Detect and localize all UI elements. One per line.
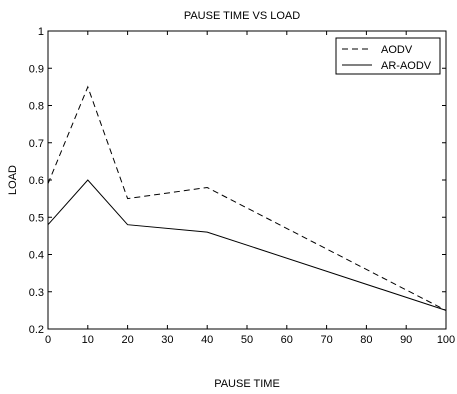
x-tick-label: 50 <box>241 334 253 346</box>
y-axis-label: LOAD <box>7 165 19 195</box>
x-tick-label: 10 <box>82 334 94 346</box>
x-tick-label: 40 <box>201 334 213 346</box>
legend-box <box>335 37 441 75</box>
series-line-ar-aodv <box>47 179 447 311</box>
x-tick-label: 90 <box>400 334 412 346</box>
legend-label-ar-aodv: AR-AODV <box>381 60 432 72</box>
legend: AODV AR-AODV <box>335 37 441 75</box>
series-line-aodv <box>47 85 447 311</box>
y-tick-label: 0.5 <box>29 212 44 224</box>
x-tick-label: 80 <box>360 334 372 346</box>
y-tick-label: 0.9 <box>29 63 44 75</box>
x-tick-label: 0 <box>45 334 51 346</box>
y-tick-label: 0.7 <box>29 138 44 150</box>
plot-frame <box>47 30 447 330</box>
y-tick-label: 0.6 <box>29 175 44 187</box>
y-tick-label: 0.4 <box>29 250 44 262</box>
x-tick-label: 70 <box>320 334 332 346</box>
x-tick-label: 100 <box>437 334 455 346</box>
x-axis-label: PAUSE TIME <box>214 378 280 390</box>
chart-title: PAUSE TIME VS LOAD <box>184 10 300 22</box>
y-tick-label: 1 <box>38 26 44 38</box>
y-tick-label: 0.8 <box>29 101 44 113</box>
series-layer <box>47 85 447 311</box>
y-tick-label: 0.3 <box>29 287 44 299</box>
y-tick-label: 0.2 <box>29 324 44 336</box>
x-axis: 0 10 20 30 40 50 60 70 80 90 100 <box>45 31 455 346</box>
x-tick-label: 30 <box>161 334 173 346</box>
legend-label-aodv: AODV <box>381 44 413 56</box>
x-tick-label: 60 <box>281 334 293 346</box>
x-tick-label: 20 <box>121 334 133 346</box>
y-axis: 0.2 0.3 0.4 0.5 0.6 0.7 0.8 0.9 1 <box>29 26 446 336</box>
